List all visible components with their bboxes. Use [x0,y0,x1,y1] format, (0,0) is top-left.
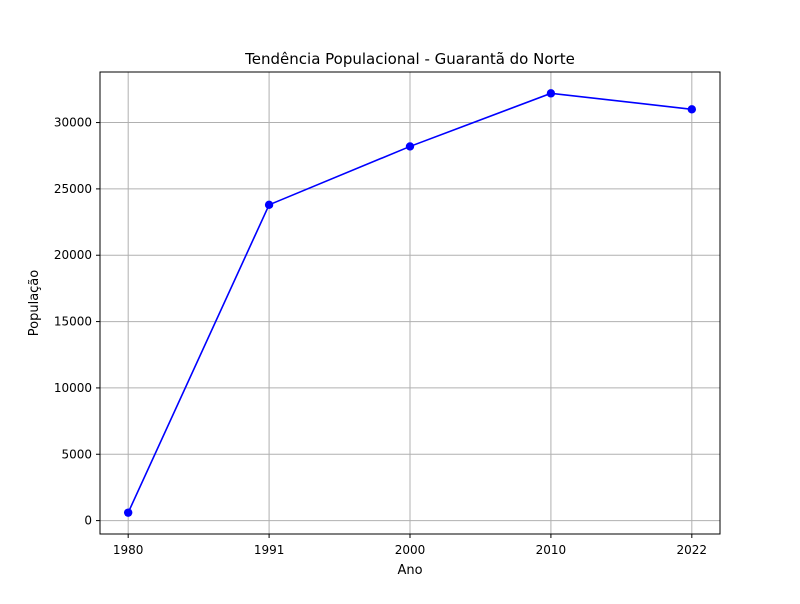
y-tick-label: 5000 [61,447,92,461]
data-point-marker [405,142,415,151]
y-tick-label: 10000 [54,381,92,395]
axis-ticks: 1980 1991 2000 2010 2022 0 5000 10000 15000 20000… [54,116,707,557]
data-point-marker [687,105,697,114]
x-tick-label: 2000 [395,543,426,557]
data-point-marker [264,200,274,210]
y-tick-label: 20000 [54,248,92,262]
data-point-marker [546,89,556,98]
chart-title: Tendência Populacional - Guarantã do Nor… [244,50,575,68]
y-tick-label: 25000 [54,182,92,196]
data-series [123,89,697,517]
y-axis-label: População [27,270,42,337]
x-tick-label: 1991 [254,543,285,557]
x-axis-label: Ano [397,563,422,578]
data-point-marker [123,508,133,517]
y-tick-label: 15000 [54,315,92,329]
x-tick-label: 2022 [677,543,708,557]
x-tick-label: 2010 [536,543,567,557]
x-tick-label: 1980 [113,543,144,557]
y-tick-label: 30000 [54,116,92,130]
y-tick-label: 0 [84,514,92,528]
